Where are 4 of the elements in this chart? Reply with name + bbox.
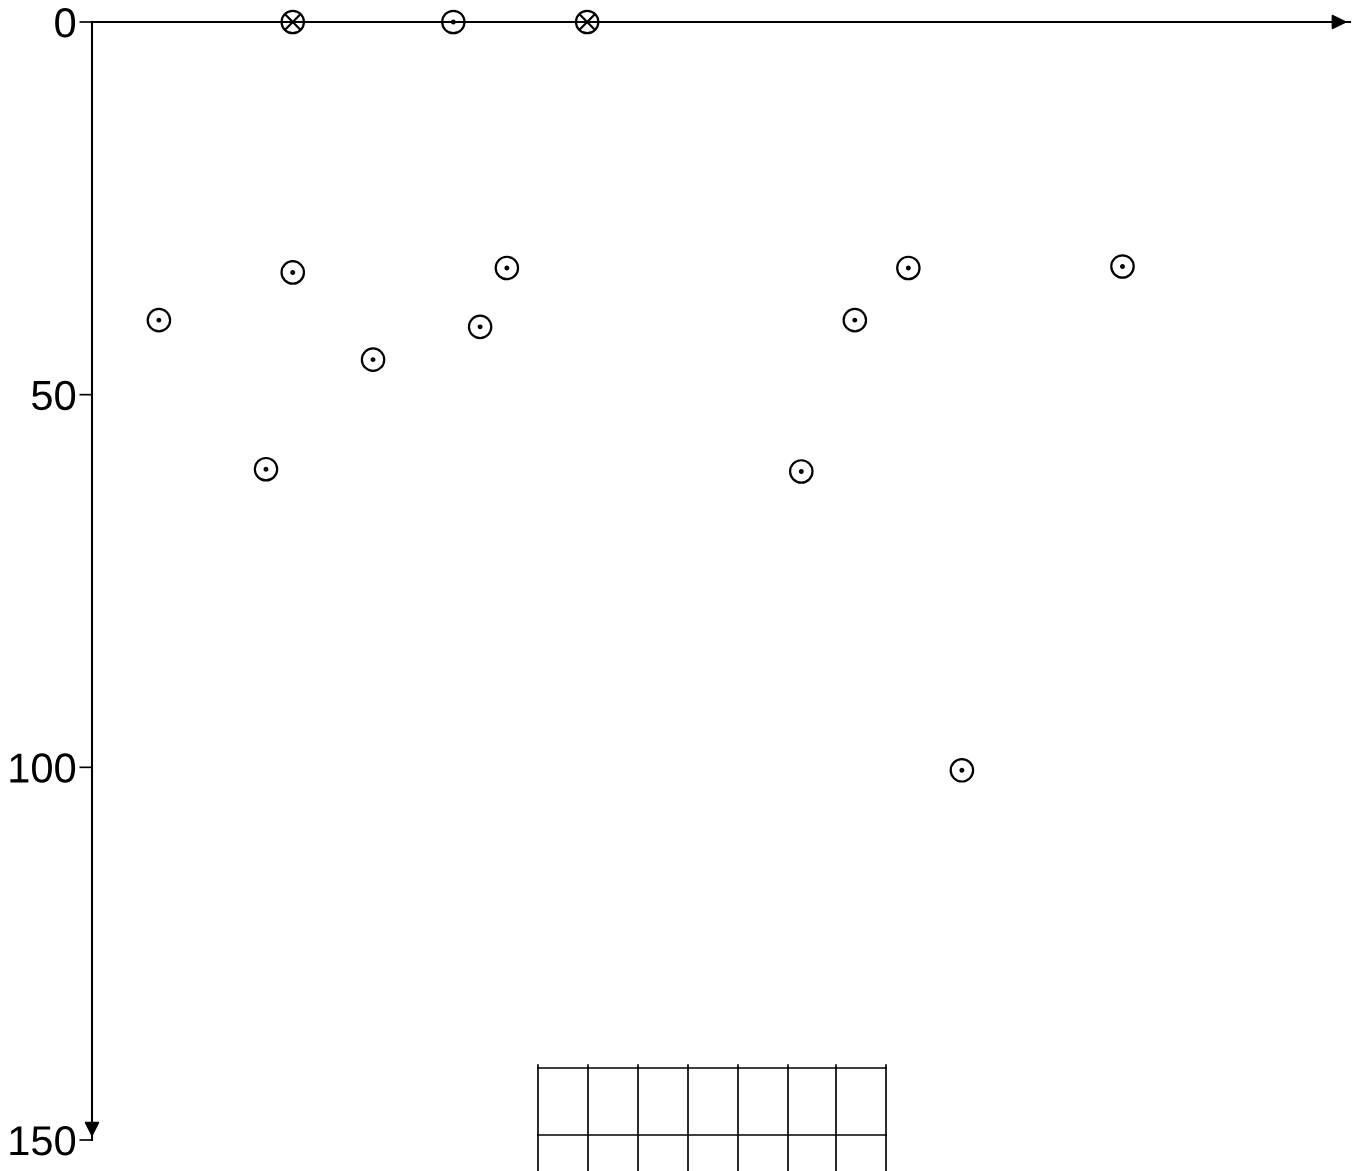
- y-tick-label: 150: [10, 1126, 76, 1156]
- y-tick-label: 50: [32, 380, 76, 411]
- y-tick-label: 0: [55, 8, 76, 38]
- y-tick-label: 100: [10, 753, 76, 783]
